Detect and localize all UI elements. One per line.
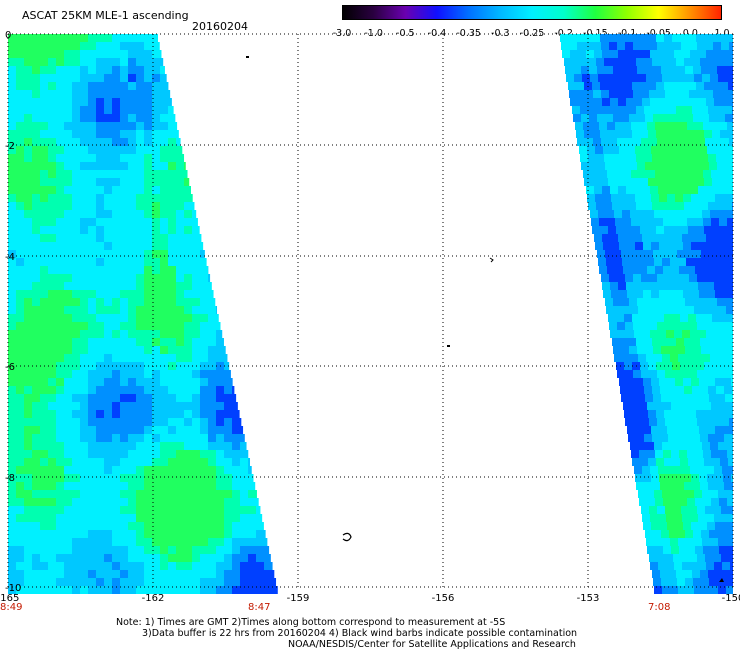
colorbar-tick-label: -0.15 bbox=[583, 28, 608, 39]
x-tick-label: -150 bbox=[722, 593, 740, 604]
colorbar-tick-label: -3.0 bbox=[332, 28, 352, 39]
y-tick-label: 0 bbox=[5, 30, 11, 41]
pass-time-label: 8:49 bbox=[0, 602, 22, 613]
footnotes: Note: 1) Times are GMT 2)Times along bot… bbox=[116, 617, 577, 650]
map-date: 20160204 bbox=[192, 20, 248, 33]
colorbar-gradient bbox=[342, 5, 722, 20]
pass-time-label: 8:47 bbox=[248, 602, 270, 613]
y-tick-label: -10 bbox=[5, 583, 21, 594]
colorbar-tick-label: -0.05 bbox=[646, 28, 671, 39]
swath-right bbox=[560, 34, 733, 594]
land-marks bbox=[246, 56, 724, 582]
y-tick-label: -2 bbox=[5, 141, 15, 152]
x-tick-label: -162 bbox=[142, 593, 165, 604]
colorbar-tick-label: -0.2 bbox=[554, 28, 573, 39]
x-tick-label: -159 bbox=[287, 593, 310, 604]
colorbar bbox=[342, 5, 722, 20]
colorbar-tick-label: -0.5 bbox=[396, 28, 415, 39]
colorbar-frame bbox=[342, 5, 722, 20]
note-line-2: 3)Data buffer is 22 hrs from 20160204 4)… bbox=[142, 628, 578, 639]
colorbar-tick-label: 1.0 bbox=[714, 28, 730, 39]
y-tick-label: -6 bbox=[5, 362, 15, 373]
note-line-3: NOAA/NESDIS/Center for Satellite Applica… bbox=[288, 639, 576, 650]
note-line-1: Note: 1) Times are GMT 2)Times along bot… bbox=[116, 617, 506, 628]
swath-left bbox=[8, 34, 278, 594]
y-tick-label: -4 bbox=[5, 252, 15, 263]
x-tick-label: -153 bbox=[577, 593, 600, 604]
x-tick-label: -165 bbox=[0, 593, 19, 604]
colorbar-tick-label: -1.0 bbox=[364, 28, 383, 39]
colorbar-tick-label: 0.0 bbox=[682, 28, 698, 39]
colorbar-tick-label: -0.1 bbox=[617, 28, 637, 39]
axis-labels: 0 -2 -4 -6 -8 -10-165 -162 -159 -156 -153 -150 8:49… bbox=[0, 30, 740, 613]
graticule bbox=[7, 33, 734, 588]
map-title: ASCAT 25KM MLE-1 ascending bbox=[22, 9, 189, 22]
pass-time-label: 7:08 bbox=[648, 602, 670, 613]
y-tick-label: -8 bbox=[5, 473, 15, 484]
x-tick-label: -156 bbox=[432, 593, 455, 604]
